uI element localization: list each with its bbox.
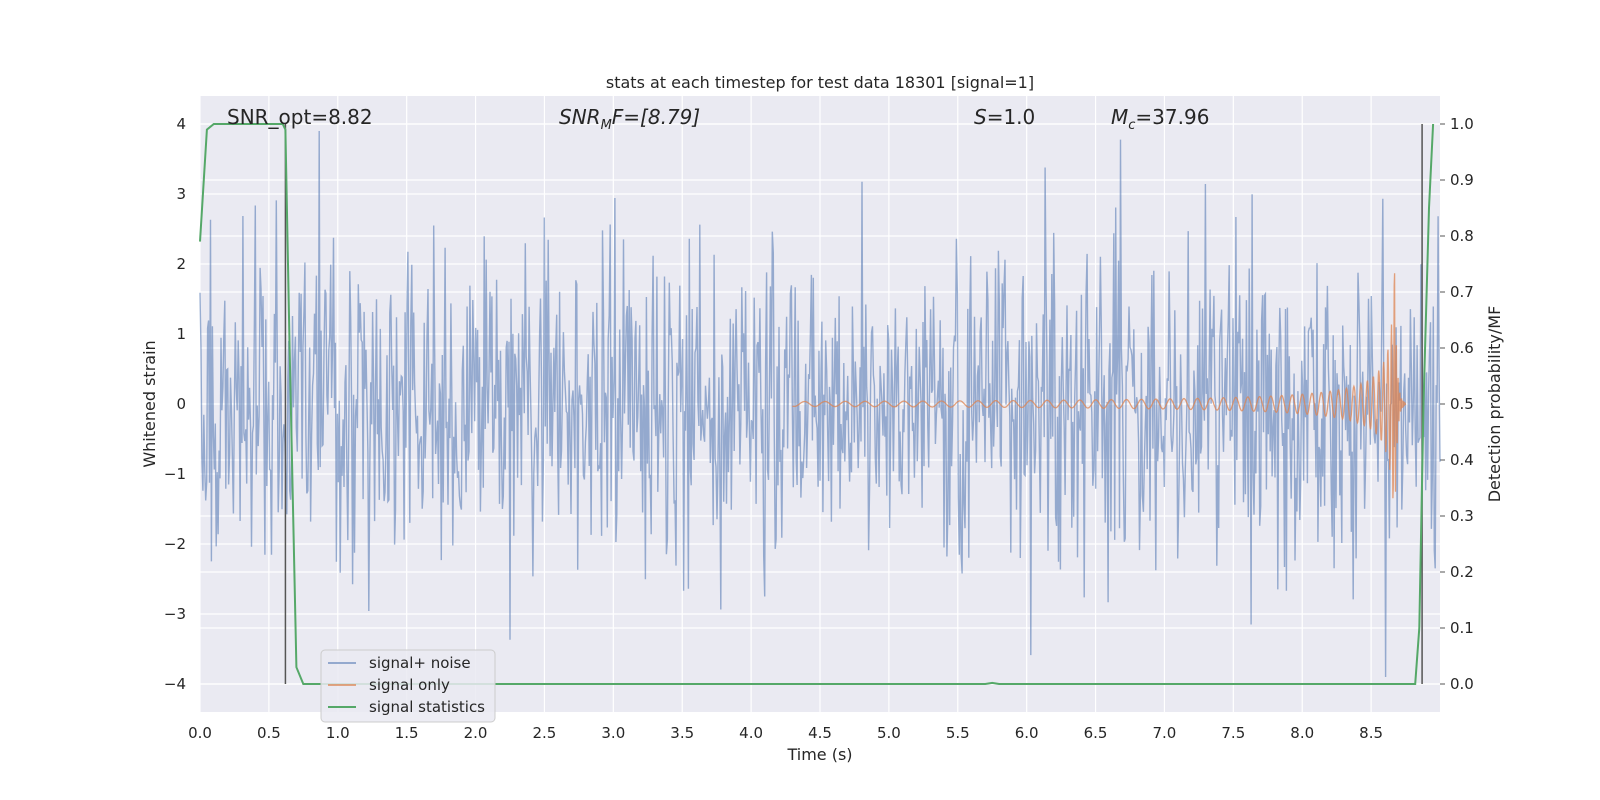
x-tick-label: 4.5 [808,724,832,742]
chart-title: stats at each timestep for test data 183… [606,73,1034,92]
x-axis-label: Time (s) [786,745,852,764]
x-tick-label: 6.0 [1015,724,1039,742]
annotation-snr-mf: SNRMF=[8.79] [559,105,700,133]
series-layer [199,123,1441,685]
series-signal-only-line [792,273,1407,499]
y-right-tick-label: 0.7 [1450,283,1474,301]
y-tick-label: 3 [176,185,186,203]
y-tick-label: −1 [164,465,186,483]
x-tick-label: 7.5 [1221,724,1245,742]
x-tick-label: 6.5 [1084,724,1108,742]
x-tick-label: 1.5 [395,724,419,742]
y-right-tick-label: 0.1 [1450,619,1474,637]
y-right-tick-labels: 1.0 0.9 0.8 0.7 0.6 0.5 0.4 0.3 0.2 0.1 0.0 [1450,115,1474,693]
x-tick-label: 1.0 [326,724,350,742]
y-right-axis-label: Detection probability/MF [1485,306,1504,503]
x-tick-label: 8.5 [1359,724,1383,742]
legend-box [320,649,496,723]
annotation-mc-rest: =37.96 [1135,105,1209,129]
annotation-mc-base: M [1111,105,1128,129]
y-right-tick-label: 0.8 [1450,227,1474,245]
annotation-mc-sub: c [1128,118,1135,133]
y-right-tick-label: 1.0 [1450,115,1474,133]
legend-label-signal-noise: signal+ noise [369,654,471,672]
y-tick-label: −4 [164,675,186,693]
y-right-tick-label: 0.4 [1450,451,1474,469]
y-axis-label: Whitened strain [140,340,159,467]
series-signal-noise-line [199,130,1441,678]
x-tick-label: 5.0 [877,724,901,742]
y-tick-labels: 4 3 2 1 0 −1 −2 −3 −4 [164,115,186,693]
annotation-s-base: S [974,105,987,129]
y-right-tick-label: 0.2 [1450,563,1474,581]
x-tick-label: 4.0 [739,724,763,742]
y-tick-label: −2 [164,535,186,553]
annotation-mc: Mc=37.96 [1111,105,1209,133]
y-tick-label: 2 [176,255,186,273]
x-tick-label: 5.5 [946,724,970,742]
y-right-tick-label: 0.6 [1450,339,1474,357]
x-tick-label: 0.5 [257,724,281,742]
legend-label-signal-only: signal only [369,676,450,694]
x-tick-label: 2.0 [464,724,488,742]
x-tick-label: 0.0 [188,724,212,742]
legend: signal+ noise signal only signal statist… [320,649,496,723]
x-tick-labels: 0.0 0.5 1.0 1.5 2.0 2.5 3.0 3.5 4.0 4.5 5.0 5.5 6.0 6… [188,724,1383,742]
x-tick-label: 8.0 [1290,724,1314,742]
x-tick-label: 3.5 [670,724,694,742]
y-tick-label: −3 [164,605,186,623]
y-right-tick-label: 0.5 [1450,395,1474,413]
y-right-tick-label: 0.0 [1450,675,1474,693]
y-tick-label: 4 [176,115,186,133]
y-tick-label: 1 [176,325,186,343]
x-tick-label: 2.5 [533,724,557,742]
x-tick-label: 7.0 [1153,724,1177,742]
annotation-s: S=1.0 [974,105,1035,129]
y-tick-label: 0 [176,395,186,413]
annotation-s-rest: =1.0 [987,105,1036,129]
series-signal-statistics-line [199,123,1435,685]
annotation-snr-mf-base: SNR [559,105,601,129]
annotation-snr-mf-sub: M [601,118,612,133]
annotation-snr-opt: SNR_opt=8.82 [227,105,373,129]
legend-label-signal-statistics: signal statistics [369,698,485,716]
annotation-snr-mf-rest: F=[8.79] [612,105,700,129]
y-right-tick-label: 0.3 [1450,507,1474,525]
x-tick-label: 3.0 [601,724,625,742]
y-right-tick-label: 0.9 [1450,171,1474,189]
